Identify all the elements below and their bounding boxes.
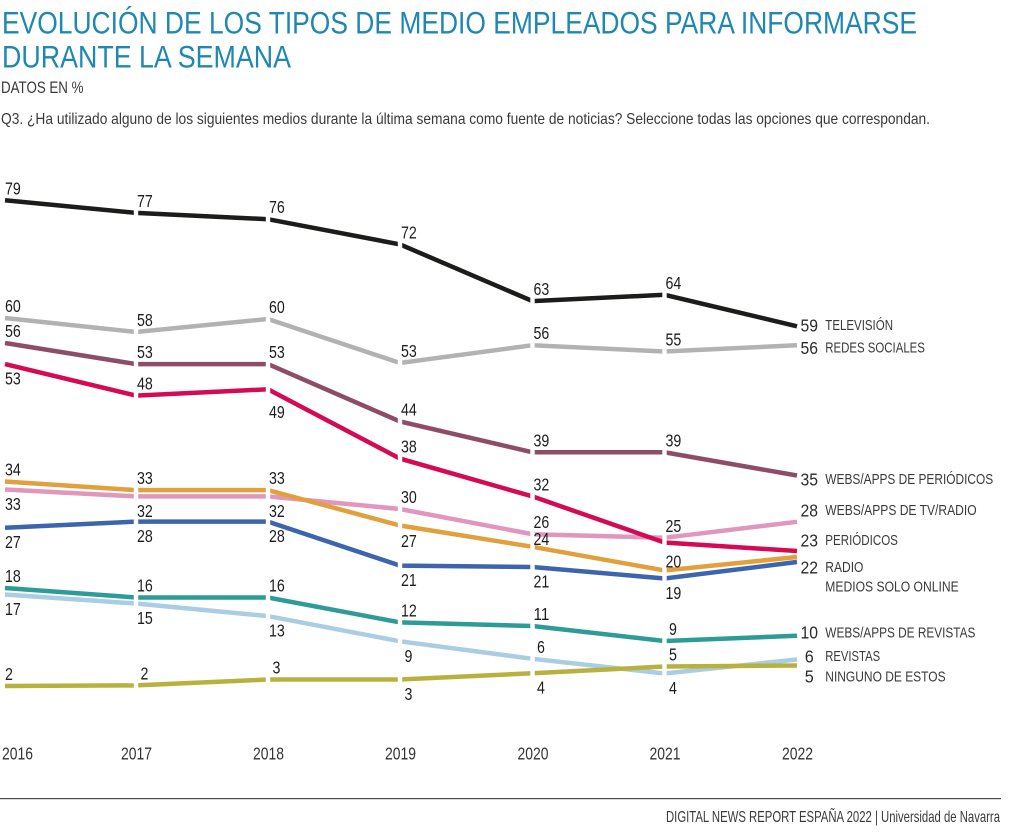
svg-text:60: 60 <box>5 296 21 316</box>
svg-text:28: 28 <box>137 526 153 546</box>
svg-text:30: 30 <box>401 487 417 507</box>
svg-text:5: 5 <box>805 667 814 687</box>
svg-text:16: 16 <box>137 576 153 596</box>
svg-text:2018: 2018 <box>253 744 284 764</box>
svg-text:56: 56 <box>801 338 819 358</box>
svg-text:34: 34 <box>5 460 21 480</box>
svg-text:2016: 2016 <box>2 744 33 764</box>
svg-text:RADIO: RADIO <box>825 560 863 576</box>
svg-text:2019: 2019 <box>385 744 416 764</box>
svg-text:39: 39 <box>666 430 682 450</box>
svg-text:59: 59 <box>801 315 819 335</box>
svg-text:2021: 2021 <box>650 744 681 764</box>
svg-text:17: 17 <box>5 599 21 619</box>
svg-text:35: 35 <box>801 469 819 489</box>
svg-text:49: 49 <box>269 402 285 422</box>
svg-text:DURANTE LA SEMANA: DURANTE LA SEMANA <box>2 39 291 75</box>
svg-text:10: 10 <box>801 623 819 643</box>
svg-text:23: 23 <box>801 530 819 550</box>
svg-text:33: 33 <box>269 468 285 488</box>
svg-text:Q3. ¿Ha utilizado alguno de lo: Q3. ¿Ha utilizado alguno de los siguient… <box>1 111 930 128</box>
svg-text:2: 2 <box>5 664 13 684</box>
svg-text:38: 38 <box>401 437 417 457</box>
svg-text:WEBS/APPS DE REVISTAS: WEBS/APPS DE REVISTAS <box>825 625 975 641</box>
svg-text:25: 25 <box>666 516 682 536</box>
svg-text:55: 55 <box>666 330 682 350</box>
svg-text:20: 20 <box>666 552 682 572</box>
svg-text:19: 19 <box>666 583 682 603</box>
svg-text:9: 9 <box>405 646 413 666</box>
svg-text:MEDIOS SOLO ONLINE: MEDIOS SOLO ONLINE <box>825 580 958 596</box>
svg-text:NINGUNO DE ESTOS: NINGUNO DE ESTOS <box>825 669 945 685</box>
svg-text:DATOS EN %: DATOS EN % <box>1 78 84 97</box>
svg-text:REDES SOCIALES: REDES SOCIALES <box>825 341 925 357</box>
svg-text:4: 4 <box>669 678 677 698</box>
svg-text:77: 77 <box>137 191 153 211</box>
svg-text:53: 53 <box>269 342 285 362</box>
svg-text:28: 28 <box>269 526 285 546</box>
svg-text:21: 21 <box>534 572 550 592</box>
svg-text:3: 3 <box>273 658 281 678</box>
svg-text:26: 26 <box>534 512 550 532</box>
svg-text:4: 4 <box>537 678 545 698</box>
svg-text:63: 63 <box>534 279 550 299</box>
svg-text:27: 27 <box>401 531 417 551</box>
svg-text:5: 5 <box>669 645 677 665</box>
svg-text:WEBS/APPS DE TV/RADIO: WEBS/APPS DE TV/RADIO <box>825 503 976 519</box>
svg-text:44: 44 <box>401 400 417 420</box>
svg-text:72: 72 <box>401 222 417 242</box>
svg-text:WEBS/APPS DE PERIÓDICOS: WEBS/APPS DE PERIÓDICOS <box>825 471 993 488</box>
svg-text:27: 27 <box>5 532 21 552</box>
svg-text:3: 3 <box>405 684 413 704</box>
svg-text:18: 18 <box>5 566 21 586</box>
svg-text:79: 79 <box>5 178 21 198</box>
svg-text:53: 53 <box>5 369 21 389</box>
svg-text:2017: 2017 <box>121 744 152 764</box>
svg-text:9: 9 <box>669 619 677 639</box>
svg-text:32: 32 <box>137 501 153 521</box>
svg-text:56: 56 <box>5 321 21 341</box>
svg-text:32: 32 <box>269 501 285 521</box>
svg-text:PERIÓDICOS: PERIÓDICOS <box>825 532 898 549</box>
svg-text:15: 15 <box>137 608 153 628</box>
svg-text:32: 32 <box>534 474 550 494</box>
svg-text:16: 16 <box>269 576 285 596</box>
svg-text:53: 53 <box>137 342 153 362</box>
svg-text:76: 76 <box>269 197 285 217</box>
svg-text:28: 28 <box>801 500 819 520</box>
svg-text:60: 60 <box>269 297 285 317</box>
svg-text:39: 39 <box>534 430 550 450</box>
svg-text:21: 21 <box>401 570 417 590</box>
svg-text:33: 33 <box>137 468 153 488</box>
svg-text:33: 33 <box>5 494 21 514</box>
svg-text:22: 22 <box>801 557 819 577</box>
svg-text:24: 24 <box>534 529 550 549</box>
svg-text:REVISTAS: REVISTAS <box>825 649 880 665</box>
svg-text:EVOLUCIÓN DE LOS TIPOS DE MEDI: EVOLUCIÓN DE LOS TIPOS DE MEDIO EMPLEADO… <box>2 5 917 41</box>
svg-text:DIGITAL NEWS REPORT ESPAÑA 202: DIGITAL NEWS REPORT ESPAÑA 2022 | Univer… <box>666 806 1000 826</box>
svg-text:64: 64 <box>666 273 682 293</box>
svg-text:11: 11 <box>534 604 550 624</box>
svg-text:53: 53 <box>401 341 417 361</box>
svg-text:2022: 2022 <box>782 744 813 764</box>
svg-text:48: 48 <box>137 374 153 394</box>
svg-text:58: 58 <box>137 310 153 330</box>
svg-text:13: 13 <box>269 621 285 641</box>
svg-text:TELEVISIÓN: TELEVISIÓN <box>825 317 893 334</box>
svg-text:2020: 2020 <box>518 744 549 764</box>
svg-text:6: 6 <box>805 646 814 666</box>
svg-text:12: 12 <box>401 600 417 620</box>
svg-text:6: 6 <box>537 637 545 657</box>
svg-text:2: 2 <box>141 663 149 683</box>
svg-text:56: 56 <box>534 323 550 343</box>
